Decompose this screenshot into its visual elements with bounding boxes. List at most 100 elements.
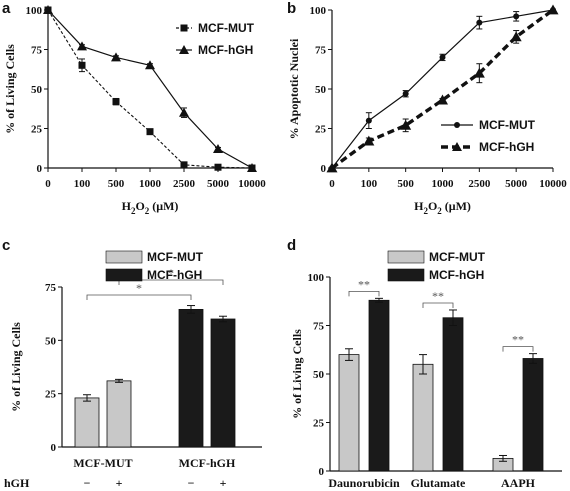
x-tick-label: 0 [45,178,51,190]
group-label: MCF-MUT [73,456,132,470]
x-tick-label: 0 [329,178,335,190]
significance-marker: * [168,266,174,280]
x-tick-label: 10000 [238,178,266,190]
bar [106,380,132,448]
panel-d-letter: d [287,237,296,254]
data-point [112,98,120,106]
x-axis-title-part: O [428,199,437,213]
x-tick-label: 100 [361,178,378,190]
y-tick-label: 50 [45,335,57,347]
data-point [402,90,409,97]
legend-marker [180,24,188,32]
legend-label: MCF-MUT [198,21,255,35]
data-point [437,94,448,105]
y-tick-label: 75 [31,45,43,57]
y-tick-label: 25 [315,124,327,136]
y-tick-label: 100 [310,5,327,17]
y-axis-title: % of Living Cells [290,329,304,419]
legend-label: MCF-MUT [479,118,536,132]
legend-swatch [105,268,143,282]
legend-label: MCF-hGH [429,268,484,282]
y-axis-title: % Apoptotic Nuclei [287,38,301,139]
data-point [510,31,522,42]
x-axis-title: H2O2 (μM) [414,199,471,216]
row-label: hGH [4,476,30,490]
bar [522,358,544,472]
x-tick-label: 2500 [173,178,196,190]
x-axis-title-part: H [414,199,424,213]
y-tick-label: 0 [37,163,43,175]
category-label: Glutamate [411,476,466,490]
data-point [213,144,223,154]
legend-marker [179,45,189,54]
bar [368,299,390,472]
y-axis-title: % of Living Cells [3,44,17,134]
significance-bracket [118,279,224,285]
y-tick-label: 50 [313,369,325,381]
legend-label: MCF-MUT [429,250,486,264]
data-point [43,5,53,14]
x-axis-title-part: H [122,199,132,213]
y-tick-label: 0 [321,163,327,175]
data-point [439,54,446,61]
x-axis-title: H2O2 (μM) [122,199,179,216]
x-axis-title-part: 2 [131,206,136,216]
x-tick-label: 500 [108,178,125,190]
data-point [400,119,412,130]
x-tick-label: 500 [397,178,414,190]
legend-swatch [387,268,425,282]
bar [442,317,464,472]
bar [74,397,100,448]
data-point [146,128,154,136]
data-point [363,135,375,146]
legend-label: MCF-hGH [147,268,202,282]
x-tick-label: 100 [74,178,91,190]
y-tick-label: 25 [31,124,43,136]
x-axis-title-part: 2 [437,206,442,216]
bar [178,308,204,448]
legend-label: MCF-MUT [147,250,204,264]
significance-marker: ** [512,333,524,347]
treatment-sign: − [188,476,195,490]
panel-c: c 0 25 50 75 % of Living Cells * * MCF-MUT MCF-h… [2,237,262,490]
y-tick-label: 75 [45,282,57,294]
significance-bracket [348,290,380,297]
significance-bracket [86,294,192,300]
x-tick-label: 1000 [139,178,162,190]
x-tick-label: 5000 [505,178,528,190]
x-tick-label: 1000 [432,178,455,190]
data-point [547,4,559,15]
data-point [473,67,485,78]
data-point [365,117,372,124]
bar [412,363,434,472]
legend-swatch [105,250,143,264]
x-axis-title-part: 2 [423,206,428,216]
data-point [77,41,87,51]
significance-marker: * [136,281,142,295]
category-label: AAPH [501,476,536,490]
significance-marker: ** [432,289,444,303]
legend-swatch [387,250,425,264]
y-tick-label: 25 [313,418,325,430]
legend-marker [454,122,460,128]
data-point [78,61,86,69]
y-tick-label: 100 [308,272,325,284]
significance-marker: ** [358,277,370,291]
y-tick-label: 75 [315,45,327,57]
group-label: MCF-hGH [179,456,236,470]
x-tick-label: 2500 [468,178,491,190]
treatment-sign: + [116,476,123,490]
x-axis-title-part: O [135,199,144,213]
y-tick-label: 50 [315,84,327,96]
x-axis-title-part: (μM) [149,199,178,213]
panel-a-letter: a [2,0,11,17]
category-label: Daunorubicin [328,476,400,490]
legend-marker [452,142,462,151]
legend-label: MCF-hGH [198,43,253,57]
data-point [145,60,155,70]
x-axis-title-part: 2 [145,206,150,216]
y-axis-title: % of Living Cells [9,322,23,412]
